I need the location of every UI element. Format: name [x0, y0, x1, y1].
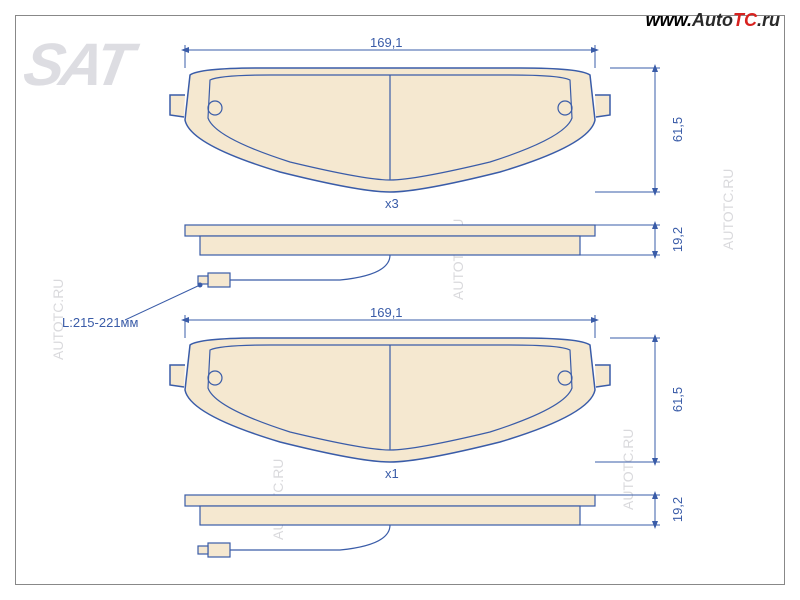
label-lower-thickness: 19,2	[670, 497, 685, 522]
lower-pad-face	[170, 338, 610, 462]
diagram-canvas: AUTOTC.RU AUTOTC.RU AUTOTC.RU AUTOTC.RU …	[0, 0, 800, 600]
label-wire-length: L:215-221мм	[62, 315, 138, 330]
watermark: AUTOTC.RU	[620, 429, 636, 510]
url-prefix: www.	[646, 10, 692, 30]
label-upper-qty: x3	[385, 196, 399, 211]
source-url: www.AutoTC.ru	[646, 10, 780, 31]
url-auto: Auto	[692, 10, 733, 30]
watermark: AUTOTC.RU	[450, 219, 466, 300]
logo-text: SAT	[19, 30, 135, 99]
upper-pad-side	[185, 225, 660, 287]
logo-sat: SAT	[25, 30, 165, 110]
dim-upper-height	[595, 68, 660, 192]
watermark: AUTOTC.RU	[720, 169, 736, 250]
label-lower-qty: x1	[385, 466, 399, 481]
upper-pad-face	[170, 68, 610, 192]
lower-pad-side	[185, 495, 660, 557]
url-ru: .ru	[757, 10, 780, 30]
label-lower-height: 61,5	[670, 387, 685, 412]
label-upper-width: 169,1	[370, 35, 403, 50]
label-upper-thickness: 19,2	[670, 227, 685, 252]
label-upper-height: 61,5	[670, 117, 685, 142]
label-lower-width: 169,1	[370, 305, 403, 320]
watermark: AUTOTC.RU	[270, 459, 286, 540]
url-tc: TC	[733, 10, 757, 30]
